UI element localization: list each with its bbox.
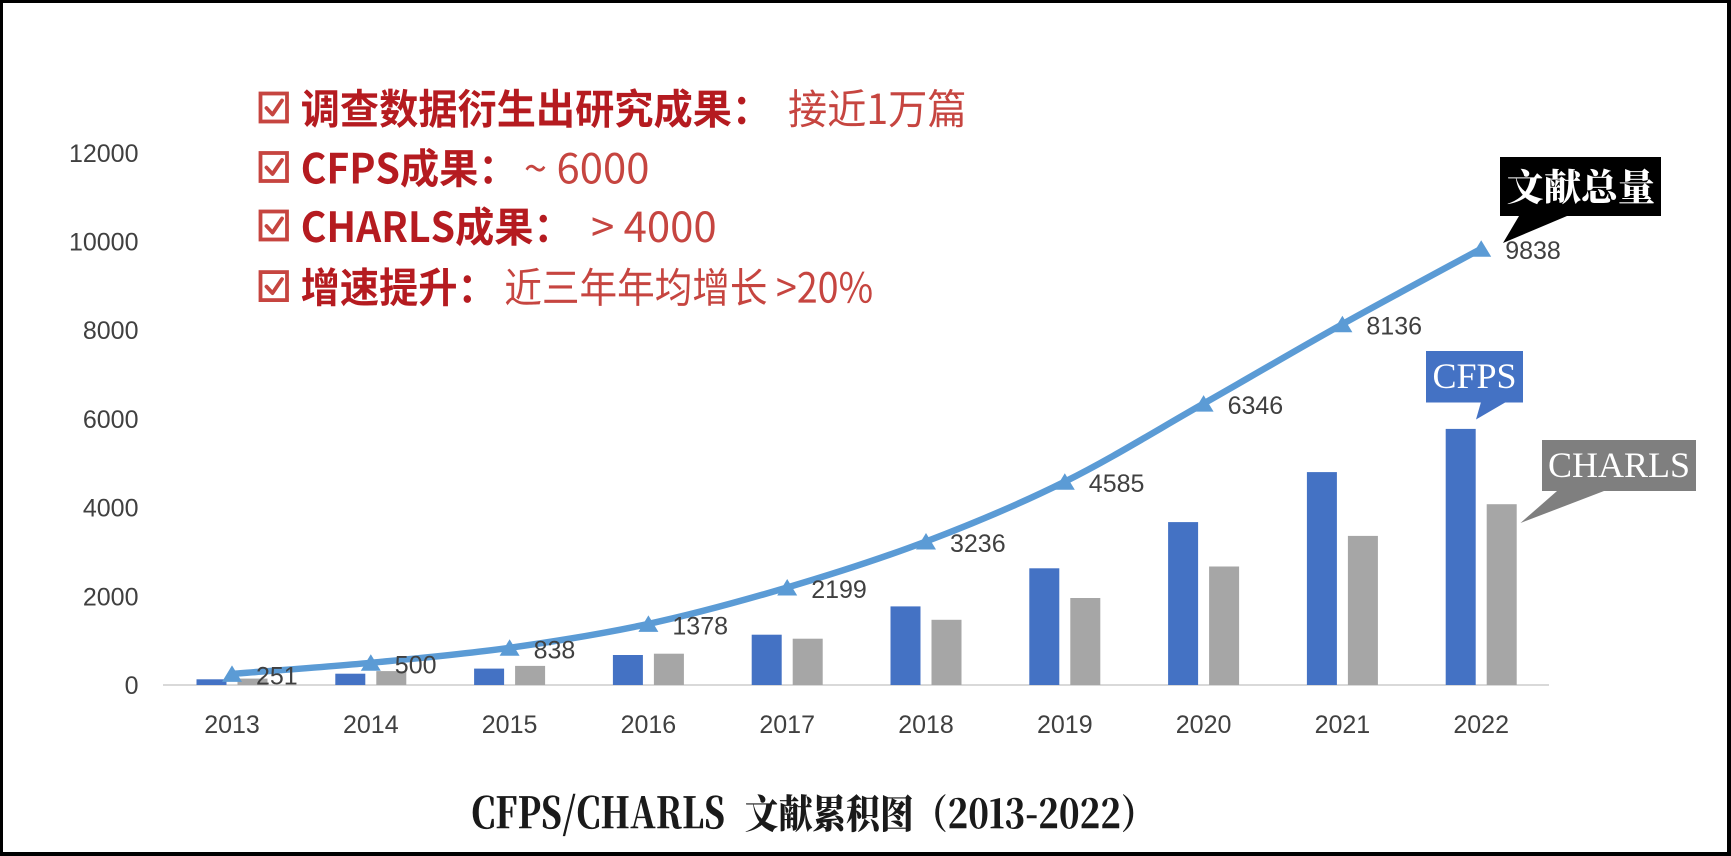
svg-text:1378: 1378 [672,612,728,640]
svg-text:4000: 4000 [83,495,139,523]
svg-text:2000: 2000 [83,583,139,611]
svg-text:2199: 2199 [811,576,867,604]
svg-text:2016: 2016 [621,711,677,739]
svg-text:251: 251 [256,662,298,690]
svg-text:2022: 2022 [1453,711,1509,739]
svg-text:CFPS: CFPS [1432,356,1516,396]
svg-text:6346: 6346 [1228,392,1284,420]
svg-text:2013: 2013 [204,711,260,739]
svg-text:2017: 2017 [759,711,815,739]
svg-text:9838: 9838 [1505,237,1561,265]
svg-text:2015: 2015 [482,711,538,739]
svg-text:4585: 4585 [1089,470,1145,498]
svg-text:2018: 2018 [898,711,954,739]
svg-text:0: 0 [125,672,139,700]
svg-text:6000: 6000 [83,406,139,434]
svg-text:3236: 3236 [950,530,1006,558]
svg-text:CHARLS: CHARLS [1548,445,1690,485]
svg-text:10000: 10000 [69,229,139,257]
svg-text:838: 838 [534,636,576,664]
svg-text:8136: 8136 [1366,313,1422,341]
svg-text:500: 500 [395,651,437,679]
svg-text:12000: 12000 [69,140,139,168]
svg-text:2019: 2019 [1037,711,1093,739]
svg-text:2021: 2021 [1315,711,1371,739]
svg-text:8000: 8000 [83,317,139,345]
svg-text:2014: 2014 [343,711,399,739]
svg-text:2020: 2020 [1176,711,1232,739]
